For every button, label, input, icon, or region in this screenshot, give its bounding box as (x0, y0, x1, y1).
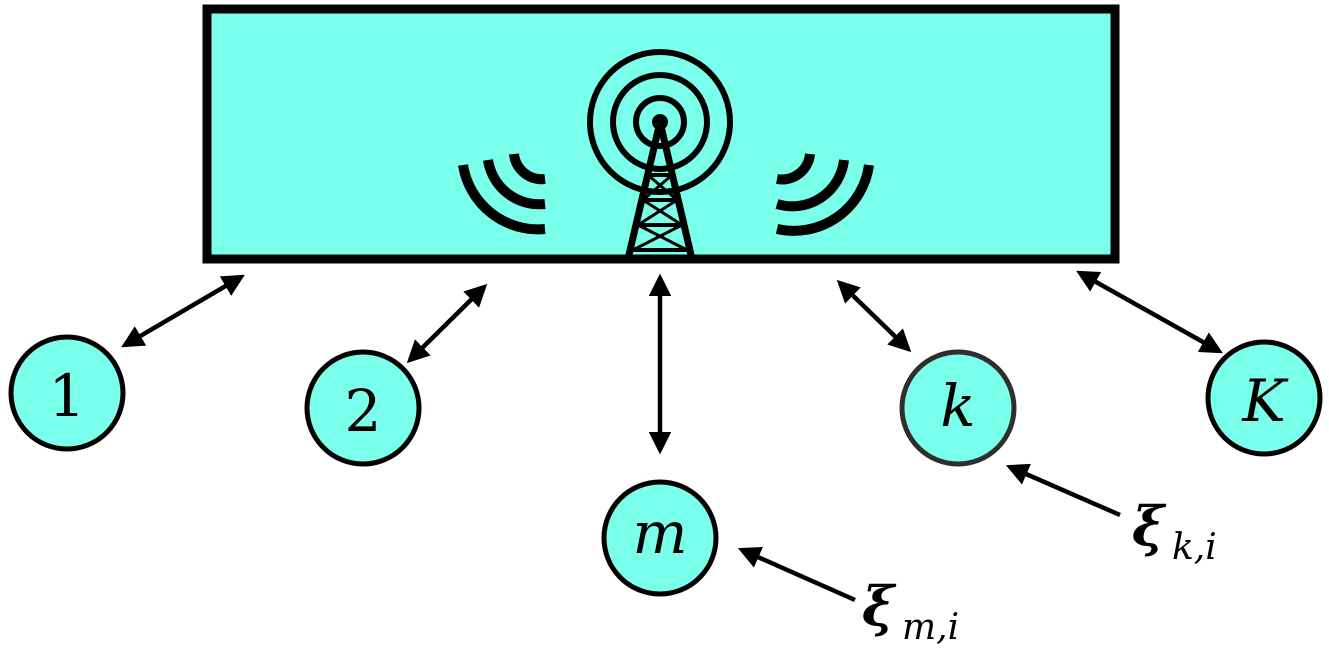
node-K: K (1205, 339, 1323, 457)
noise-arrow-k (1005, 463, 1121, 518)
svg-text:ξ m,i: ξ m,i (862, 574, 959, 648)
node-label: m (633, 499, 688, 567)
noise-subscript: m,i (902, 607, 959, 648)
noise-label-m: ξ m,i (862, 574, 959, 648)
noise-label-k: ξ k,i (1132, 494, 1217, 568)
node-label: K (1241, 367, 1289, 435)
node-1: 1 (8, 334, 126, 452)
signal-wave-left-icon (458, 153, 546, 235)
noise-arrow-m (737, 546, 856, 603)
node-label: 1 (49, 362, 86, 430)
node-label: 2 (345, 377, 382, 445)
link-node-1 (121, 274, 245, 348)
noise-symbol: ξ (1132, 494, 1167, 558)
link-node-k (836, 279, 912, 353)
signal-wave-right-icon (775, 153, 874, 236)
node-label: k (940, 372, 975, 440)
link-node-K (1076, 270, 1223, 354)
noise-symbol: ξ (862, 574, 897, 638)
node-m: m (601, 479, 719, 597)
antenna-tower-icon (587, 49, 733, 260)
node-2: 2 (304, 349, 422, 467)
link-node-2 (406, 283, 488, 364)
noise-subscript: k,i (1172, 527, 1217, 568)
node-k: k (899, 349, 1017, 467)
svg-text:ξ k,i: ξ k,i (1132, 494, 1217, 568)
